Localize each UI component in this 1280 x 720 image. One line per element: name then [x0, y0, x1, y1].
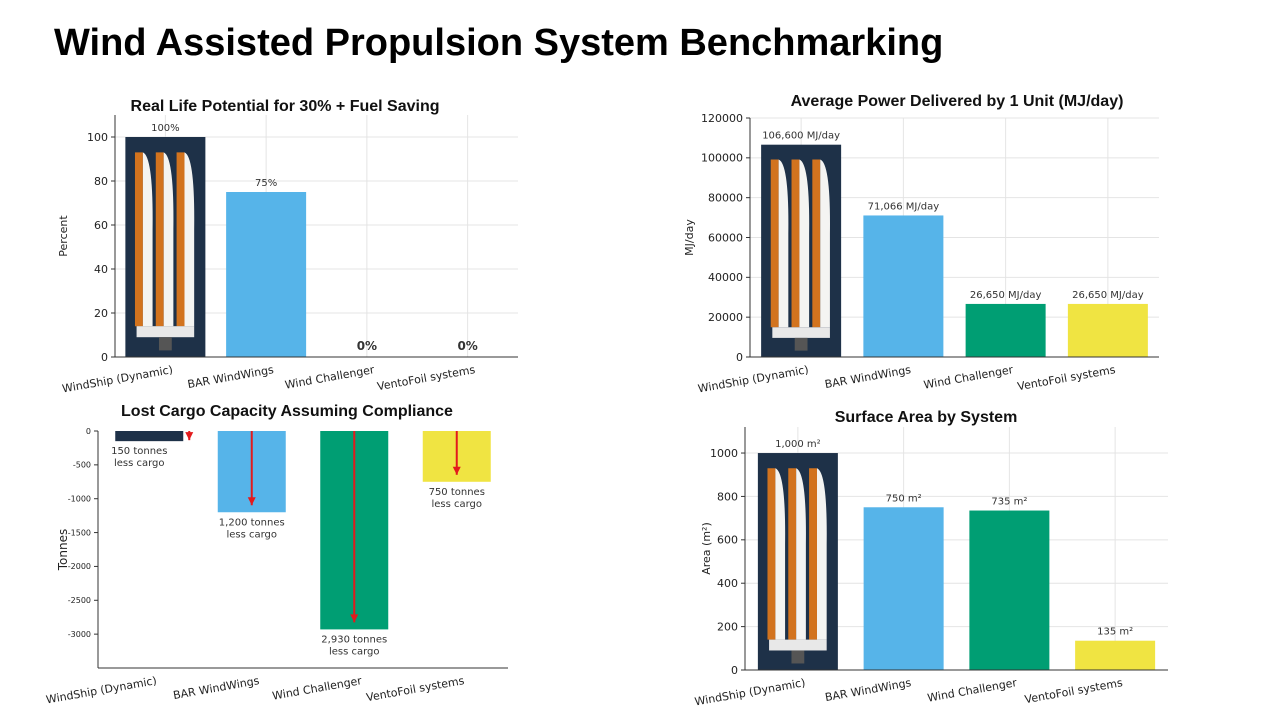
y-tick-label: -1000 [68, 495, 91, 504]
y-tick-label: 600 [717, 534, 738, 547]
y-tick-label: 20000 [708, 311, 743, 324]
arrow-windship [185, 431, 194, 441]
y-axis-label: MJ/day [683, 219, 696, 256]
value-label-wind-challenger: 2,930 tonnes less cargo [321, 634, 387, 657]
chart-title: Lost Cargo Capacity Assuming Compliance [121, 403, 453, 420]
value-label-windship: 1,000 m² [775, 439, 821, 450]
y-axis-label: Percent [57, 215, 70, 257]
x-tick-label-wind-challenger: Wind Challenger [926, 676, 1018, 705]
value-label-bar-windwings: 71,066 MJ/day [868, 201, 940, 212]
y-tick-label: 60 [94, 219, 108, 232]
x-tick-label-bar-windwings: BAR WindWings [186, 363, 274, 391]
x-tick-label-windship: WindShip (Dynamic) [45, 674, 158, 706]
x-tick-label-bar-windwings: BAR WindWings [824, 363, 912, 391]
value-label-bar-windwings: 1,200 tonnes less cargo [219, 517, 285, 540]
y-tick-label: -2500 [68, 596, 91, 605]
x-tick-label-wind-challenger: Wind Challenger [284, 363, 376, 392]
chart-title: Surface Area by System [835, 409, 1018, 426]
y-tick-label: 60000 [708, 231, 743, 244]
x-tick-label-windship: WindShip (Dynamic) [61, 363, 174, 395]
bar-windship [115, 431, 184, 442]
windship-photo [125, 137, 206, 357]
x-tick-label-windship: WindShip (Dynamic) [697, 363, 810, 395]
arrow-wind-challenger [350, 431, 359, 623]
value-label-ventofoil: 750 tonnes less cargo [429, 487, 485, 510]
value-label-bar-windwings: 75% [255, 178, 277, 189]
value-label-wind-challenger: 735 m² [991, 497, 1027, 508]
y-tick-label: 80000 [708, 192, 743, 205]
chart-lost-cargo: Lost Cargo Capacity Assuming Compliance 1… [40, 398, 540, 706]
y-tick-label: 200 [717, 620, 738, 633]
y-tick-label: 80 [94, 175, 108, 188]
y-tick-label: 40 [94, 263, 108, 276]
y-tick-label: -3000 [68, 630, 91, 639]
y-tick-label: 0 [101, 351, 108, 364]
x-tick-label-windship: WindShip (Dynamic) [694, 676, 807, 708]
windship-photo [757, 453, 838, 670]
x-tick-label-wind-challenger: Wind Challenger [923, 363, 1015, 392]
value-label-wind-challenger: 26,650 MJ/day [970, 290, 1042, 301]
y-tick-label: 1000 [710, 447, 738, 460]
y-tick-label: 40000 [708, 271, 743, 284]
y-tick-label: 0 [86, 427, 91, 436]
value-label-windship: 150 tonnes less cargo [111, 446, 167, 469]
bar-ventofoil [1075, 640, 1156, 670]
y-tick-label: 100 [87, 131, 108, 144]
y-tick-label: -500 [73, 461, 91, 470]
arrow-bar-windwings [247, 431, 256, 506]
value-label-ventofoil: 26,650 MJ/day [1072, 290, 1144, 301]
y-tick-label: 120000 [701, 112, 743, 125]
bar-bar-windwings [863, 215, 944, 357]
bar-wind-challenger [969, 510, 1050, 670]
slide-title: Wind Assisted Propulsion System Benchmar… [54, 22, 944, 64]
y-tick-label: 0 [731, 664, 738, 677]
y-tick-label: 20 [94, 307, 108, 320]
value-label-wind-challenger: 0% [357, 339, 377, 353]
value-label-windship: 106,600 MJ/day [762, 131, 840, 142]
chart-power-delivered: Average Power Delivered by 1 Unit (MJ/da… [680, 86, 1200, 395]
bar-bar-windwings [226, 192, 307, 357]
chart-fuel-saving: Real Life Potential for 30% + Fuel Savin… [40, 90, 540, 395]
chart-title: Real Life Potential for 30% + Fuel Savin… [131, 98, 440, 115]
y-tick-label: 100000 [701, 152, 743, 165]
y-axis-label: Tonnes [56, 529, 70, 571]
x-tick-label-ventofoil: VentoFoil systems [376, 363, 476, 393]
chart-title: Average Power Delivered by 1 Unit (MJ/da… [791, 93, 1124, 110]
arrow-ventofoil [452, 431, 461, 475]
value-label-ventofoil: 135 m² [1097, 627, 1133, 638]
bar-wind-challenger [965, 303, 1046, 357]
x-tick-label-wind-challenger: Wind Challenger [271, 674, 363, 703]
x-tick-label-ventofoil: VentoFoil systems [1024, 676, 1124, 706]
y-tick-label: 0 [736, 351, 743, 364]
bar-bar-windwings [863, 507, 944, 670]
y-tick-label: -2000 [68, 562, 91, 571]
y-tick-label: 400 [717, 577, 738, 590]
x-tick-label-bar-windwings: BAR WindWings [824, 676, 912, 704]
y-tick-label: 800 [717, 490, 738, 503]
windship-photo [761, 144, 842, 357]
x-tick-label-ventofoil: VentoFoil systems [365, 674, 465, 704]
value-label-ventofoil: 0% [457, 339, 477, 353]
bar-ventofoil [1067, 303, 1148, 357]
chart-surface-area: Surface Area by System 1,000 m² 750 m² 735 … [680, 402, 1200, 708]
value-label-windship: 100% [151, 123, 180, 134]
x-tick-label-bar-windwings: BAR WindWings [172, 674, 260, 702]
x-tick-label-ventofoil: VentoFoil systems [1016, 363, 1116, 393]
y-tick-label: -1500 [68, 528, 91, 537]
value-label-bar-windwings: 750 m² [886, 493, 922, 504]
y-axis-label: Area (m²) [700, 522, 713, 575]
